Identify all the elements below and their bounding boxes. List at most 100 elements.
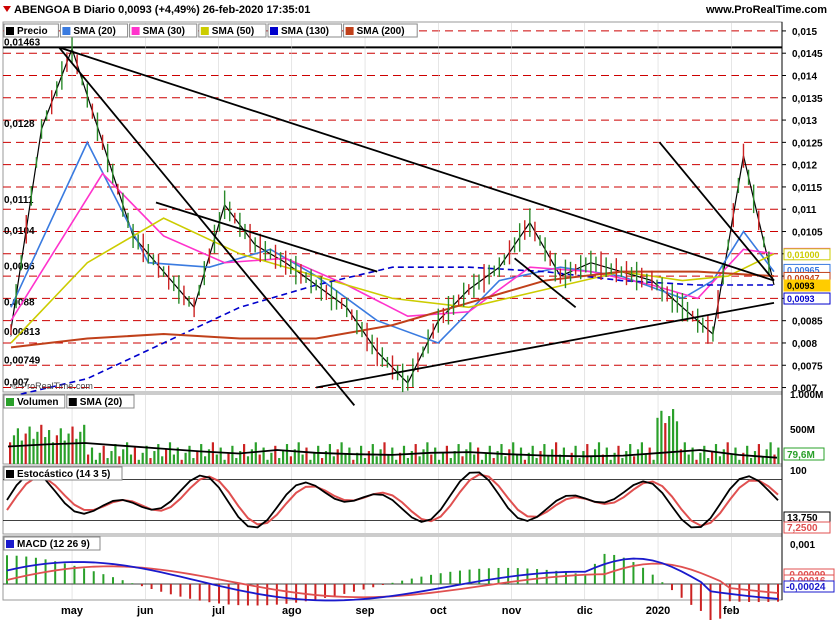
macd-histogram-bar (198, 584, 201, 601)
volume-bar (679, 449, 682, 464)
macd-histogram-bar (160, 584, 163, 592)
volume-bar (63, 440, 66, 464)
series-line-sma-50- (10, 217, 775, 344)
macd-histogram-bar (613, 554, 616, 584)
volume-bar (664, 423, 667, 464)
volume-bar (188, 445, 191, 464)
stoch-badge (783, 521, 831, 534)
macd-histogram-bar (497, 567, 500, 584)
macd-histogram-bar (237, 584, 240, 606)
macd-histogram-bar (256, 584, 259, 606)
y-tick-label: 0,0075 (792, 361, 823, 372)
legend-swatch (270, 27, 278, 35)
macd-histogram-bar (15, 555, 18, 584)
legend-item (66, 394, 135, 409)
volume-bar (574, 445, 577, 464)
volume-bar (270, 452, 273, 464)
volume-bar (59, 428, 62, 464)
volume-bar (363, 458, 367, 464)
macd-histogram-bar (401, 580, 404, 584)
macd-histogram-bar (34, 557, 37, 584)
volume-bar (714, 444, 718, 464)
volume-bar (445, 445, 448, 464)
volume-bar (640, 442, 643, 464)
volume-bar (258, 454, 261, 464)
volume-bar (543, 444, 546, 464)
volume-bar (149, 458, 152, 464)
volume-bar (344, 454, 347, 464)
volume-bar (239, 451, 242, 464)
y-tick-label: 0,0115 (792, 183, 822, 194)
volume-bar (274, 445, 277, 464)
volume-bar (317, 445, 320, 464)
volume-bar (118, 456, 121, 464)
volume-bar (285, 444, 289, 464)
volume-bar (243, 444, 246, 464)
volume-bar (246, 456, 250, 464)
macd-histogram-bar (189, 584, 192, 599)
legend-item (3, 23, 59, 38)
x-tick-label: feb (723, 605, 740, 617)
y-tick-label: 0,012 (792, 161, 817, 172)
macd-histogram-bar (102, 574, 105, 584)
legend-item (59, 23, 129, 38)
volume-bar (379, 449, 382, 464)
volume-bar (122, 449, 125, 464)
macd-histogram-bar (343, 584, 346, 594)
volume-bar (504, 456, 507, 464)
trend-line (658, 141, 775, 282)
volume-bar (648, 447, 651, 464)
volume-bar (282, 451, 285, 464)
level-label: 0,0104 (4, 226, 35, 237)
volume-bar (730, 454, 733, 464)
macd-histogram-bar (651, 574, 654, 584)
volume-bar (106, 458, 109, 464)
volume-bar (301, 454, 304, 464)
macd-histogram-bar (25, 556, 28, 584)
volume-bar (20, 440, 23, 464)
macd-badge (783, 580, 835, 593)
macd-badge-label: -0,00024 (786, 582, 826, 593)
volume-bar (211, 442, 214, 464)
volume-bar (12, 435, 16, 464)
price-badge (783, 279, 831, 292)
y-tick-label: 0,0135 (792, 94, 823, 105)
site-url[interactable]: www.ProRealTime.com (705, 4, 827, 16)
volume-bar (145, 445, 148, 464)
volume-bar (254, 442, 257, 464)
volume-bar (422, 449, 425, 464)
x-tick-label: 2020 (646, 605, 670, 617)
volume-bar (126, 442, 129, 464)
price-badge (783, 292, 831, 305)
legend-item (267, 23, 343, 38)
x-tick-label: jul (211, 605, 225, 617)
volume-bar (87, 454, 90, 464)
legend-label: Estocástico (14 3 5) (17, 469, 110, 480)
legend-item (3, 536, 101, 551)
macd-histogram-bar (333, 584, 336, 596)
volume-bar (535, 458, 538, 464)
macd-histogram-bar (324, 584, 327, 598)
macd-histogram-bar (150, 584, 153, 590)
volume-bar (508, 449, 511, 464)
volume-bar (348, 447, 351, 464)
legend-swatch (6, 398, 14, 406)
y-tick-label: 0,014 (792, 71, 817, 82)
trend-line (58, 46, 356, 406)
volume-bar (465, 449, 468, 464)
legend-swatch (68, 398, 77, 406)
macd-histogram-bar (719, 584, 722, 619)
volume-bar (336, 449, 339, 464)
series-line-sma-130- (10, 266, 774, 398)
volume-bar (718, 456, 721, 464)
volume-bar (742, 452, 745, 464)
trend-line (514, 257, 577, 309)
volume-sma-line (7, 442, 778, 459)
volume-bar (523, 459, 526, 464)
macd-histogram-bar (275, 584, 278, 605)
volume-bar (539, 451, 542, 464)
level-label: 0,0128 (4, 119, 35, 130)
y-tick-label: 0,008 (792, 339, 817, 350)
volume-tick-label: 1.000M (790, 390, 823, 401)
macd-histogram-bar (208, 584, 211, 603)
